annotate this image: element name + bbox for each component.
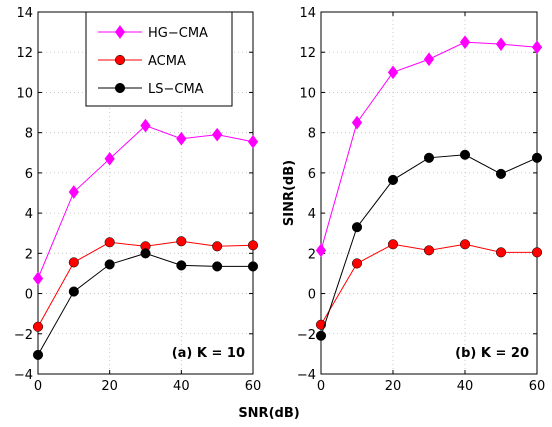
y-tick-label: 4 — [25, 207, 33, 222]
legend-label: ACMA — [148, 54, 186, 69]
data-point — [32, 349, 44, 360]
x-tick-label: 60 — [529, 379, 546, 394]
y-tick-label: 0 — [25, 288, 33, 303]
data-point — [68, 185, 79, 199]
data-point — [351, 115, 363, 130]
y-tick-label: 6 — [25, 167, 33, 182]
legend-box — [85, 11, 233, 107]
legend-marker — [114, 25, 126, 39]
data-point — [315, 243, 327, 258]
y-tick-label: 2 — [308, 247, 316, 262]
data-point — [459, 239, 471, 250]
data-point — [212, 241, 223, 252]
y-tick-label: 4 — [308, 207, 316, 222]
legend-label: HG−CMA — [148, 26, 208, 41]
data-point — [247, 240, 259, 251]
y-tick-label: 2 — [25, 247, 33, 262]
y-tick-label: 10 — [16, 86, 33, 101]
data-point — [387, 239, 399, 250]
y-tick-label: −2 — [297, 328, 316, 343]
y-tick-label: 6 — [308, 167, 316, 182]
data-point — [459, 35, 471, 50]
data-point — [423, 52, 435, 67]
legend-marker — [114, 54, 126, 66]
x-tick-label: 20 — [101, 379, 118, 394]
y-tick-label: 12 — [16, 46, 33, 61]
x-tick-label: 40 — [457, 379, 474, 394]
data-point — [351, 258, 363, 269]
data-point — [531, 152, 543, 163]
y-tick-label: −2 — [14, 328, 33, 343]
data-point — [495, 37, 507, 52]
legend-label: LS−CMA — [148, 82, 204, 97]
data-point — [423, 245, 435, 256]
data-point — [140, 118, 151, 133]
data-point — [176, 260, 187, 271]
y-axis-label: SINR(dB) — [282, 160, 297, 226]
data-point — [140, 248, 151, 259]
panel-label: (a) K = 10 — [172, 346, 245, 361]
y-tick-label: 0 — [308, 288, 316, 303]
panel-a: 0 20 40 60 −4 −2 0 2 4 6 8 10 12 14 (a) K = 10 HG−CMA AC… — [14, 6, 261, 394]
data-point — [68, 257, 79, 268]
data-point — [531, 40, 543, 55]
data-point — [387, 65, 399, 80]
axes-box — [320, 11, 538, 375]
data-point — [351, 222, 363, 233]
data-point — [247, 261, 259, 272]
x-tick-label: 0 — [34, 379, 42, 394]
x-tick-label: 40 — [173, 379, 190, 394]
data-point — [212, 127, 223, 142]
data-point — [32, 321, 44, 332]
x-tick-label: 0 — [317, 379, 325, 394]
data-point — [176, 131, 187, 146]
data-point — [104, 259, 115, 270]
data-point — [495, 247, 507, 258]
y-tick-label: 8 — [25, 127, 33, 142]
y-tick-label: −4 — [14, 368, 33, 383]
data-point — [247, 134, 259, 149]
data-point — [315, 330, 327, 341]
x-tick-label: 60 — [245, 379, 262, 394]
data-point — [495, 168, 507, 179]
data-point — [68, 286, 79, 297]
data-point — [212, 261, 223, 272]
data-point — [104, 237, 115, 248]
plot-area — [321, 12, 537, 374]
y-tick-label: −4 — [297, 368, 316, 383]
legend-marker — [114, 82, 126, 94]
y-tick-label: 12 — [299, 46, 316, 61]
data-point — [387, 174, 399, 185]
data-point — [459, 149, 471, 160]
x-tick-label: 20 — [385, 379, 402, 394]
y-tick-label: 14 — [299, 6, 316, 21]
data-point — [104, 151, 115, 166]
y-tick-label: 14 — [16, 6, 33, 21]
x-axis-label: SNR(dB) — [238, 406, 299, 421]
y-tick-label: 8 — [308, 127, 316, 142]
data-point — [423, 152, 435, 163]
data-point — [176, 236, 187, 247]
panel-label: (b) K = 20 — [455, 346, 529, 361]
panel-b: 0 20 40 60 −4 −2 0 2 4 6 8 10 12 14 SINR(dB) (b) K = 20 — [282, 6, 545, 394]
data-point — [531, 247, 543, 258]
y-tick-label: 10 — [299, 86, 316, 101]
data-point — [32, 271, 44, 286]
